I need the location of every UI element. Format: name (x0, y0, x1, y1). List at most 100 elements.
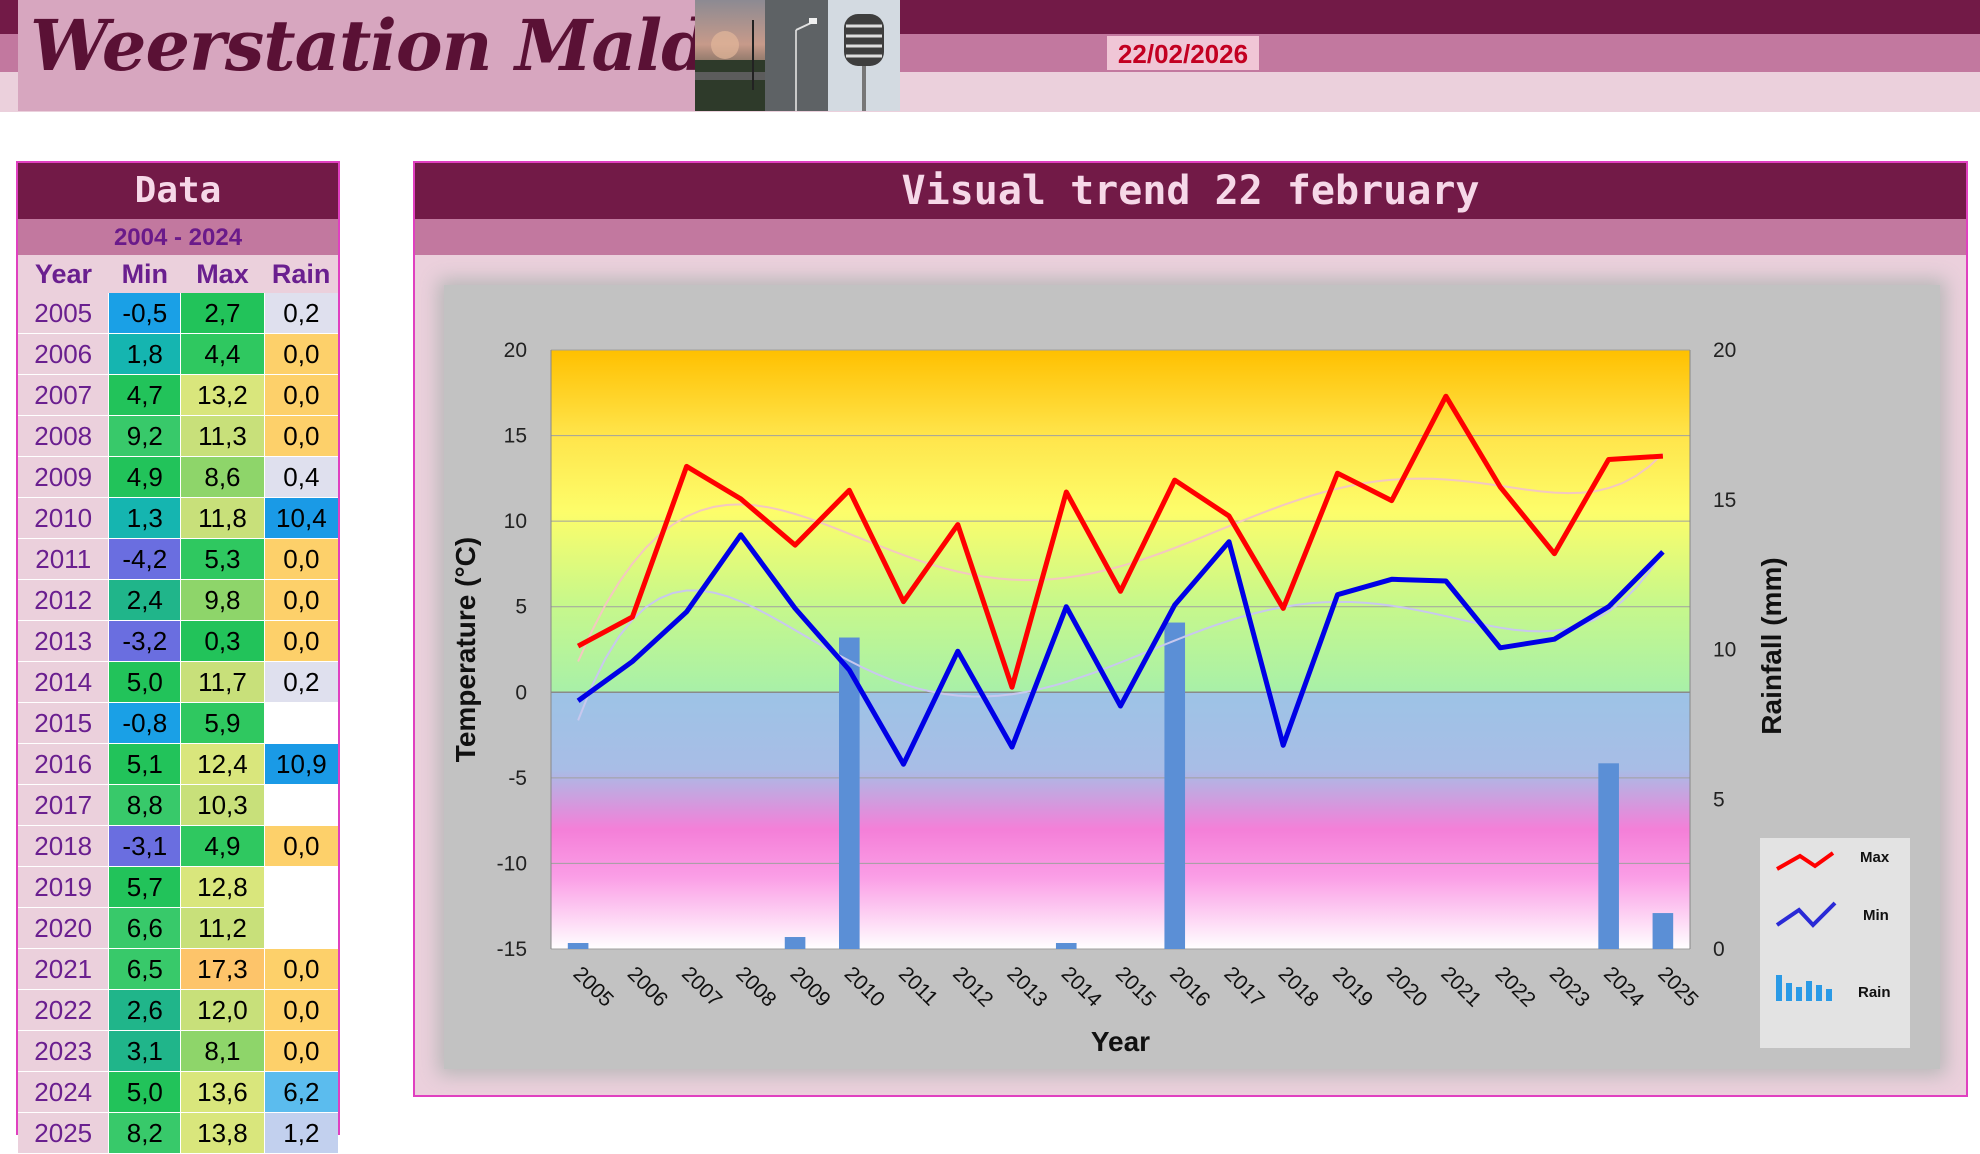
cell-max: 11,8 (180, 497, 265, 539)
cell-rain (263, 907, 338, 949)
legend-rain-swatch (1776, 975, 1832, 1001)
legend-rain-swatch-bar (1826, 989, 1832, 1001)
trendline-max (577, 452, 1664, 662)
x-tick-label: 2018 (1274, 962, 1323, 1011)
x-tick-label: 2009 (786, 962, 835, 1011)
y2-tick-label: 0 (1713, 938, 1725, 961)
cell-rain: 10,9 (263, 743, 338, 785)
cell-min: 5,1 (108, 743, 181, 785)
x-tick-label: 2021 (1436, 962, 1485, 1011)
y-tick-label: 0 (515, 681, 527, 704)
cell-max: 9,8 (180, 579, 265, 621)
legend-rain-swatch-bar (1816, 985, 1822, 1001)
table-row: 2009 4,9 8,6 0,4 (18, 456, 338, 498)
table-row: 2007 4,7 13,2 0,0 (18, 374, 338, 416)
x-tick-label: 2017 (1219, 962, 1268, 1011)
cell-rain: 0,0 (263, 538, 338, 580)
cell-max: 8,1 (180, 1030, 265, 1072)
table-row: 2020 6,6 11,2 (18, 907, 338, 949)
x-tick-label: 2007 (677, 962, 726, 1011)
cell-min: 5,7 (108, 866, 181, 908)
cell-max: 13,6 (180, 1071, 265, 1113)
table-row: 2006 1,8 4,4 0,0 (18, 333, 338, 375)
y-tick-label: -10 (497, 852, 527, 875)
table-row: 2024 5,0 13,6 6,2 (18, 1071, 338, 1113)
cell-rain: 6,2 (263, 1071, 338, 1113)
cell-year: 2020 (18, 907, 109, 949)
rain-bar (1055, 943, 1077, 949)
table-row: 2021 6,5 17,3 0,0 (18, 948, 338, 990)
table-row: 2014 5,0 11,7 0,2 (18, 661, 338, 703)
x-tick-label: 2016 (1165, 962, 1214, 1011)
cell-max: 4,9 (180, 825, 265, 867)
y-tick-label: 5 (515, 596, 527, 619)
cell-year: 2006 (18, 333, 109, 375)
cell-min: 9,2 (108, 415, 181, 457)
table-row: 2012 2,4 9,8 0,0 (18, 579, 338, 621)
cell-min: 2,6 (108, 989, 181, 1031)
table-row: 2005 -0,5 2,7 0,2 (18, 293, 338, 334)
cell-max: 0,3 (180, 620, 265, 662)
cell-year: 2022 (18, 989, 109, 1031)
cell-rain: 0,0 (263, 579, 338, 621)
y2-tick-label: 10 (1713, 639, 1736, 662)
site-title-box (18, 0, 695, 111)
table-row: 2018 -3,1 4,9 0,0 (18, 825, 338, 867)
cell-year: 2009 (18, 456, 109, 498)
table-row: 2022 2,6 12,0 0,0 (18, 989, 338, 1031)
rain-bar (784, 937, 806, 949)
cell-year: 2007 (18, 374, 109, 416)
cell-max: 11,7 (180, 661, 265, 703)
x-tick-label: 2022 (1491, 962, 1540, 1011)
cell-max: 5,9 (180, 702, 265, 744)
table-row: 2025 8,2 13,8 1,2 (18, 1112, 338, 1154)
x-tick-label: 2011 (894, 962, 942, 1010)
data-range-label: 2004 - 2024 (18, 219, 338, 255)
cell-min: 1,8 (108, 333, 181, 375)
cell-year: 2019 (18, 866, 109, 908)
cell-max: 5,3 (180, 538, 265, 580)
cell-max: 2,7 (180, 293, 265, 334)
cell-year: 2005 (18, 293, 109, 334)
x-tick-label: 2025 (1653, 962, 1702, 1011)
header-band-left (0, 0, 18, 34)
table-row: 2010 1,3 11,8 10,4 (18, 497, 338, 539)
cell-max: 12,0 (180, 989, 265, 1031)
rain-bar (1652, 913, 1674, 949)
y2-axis-title: Rainfall (mm) (1756, 557, 1787, 734)
cell-year: 2012 (18, 579, 109, 621)
cell-rain: 0,0 (263, 825, 338, 867)
legend-max-label: Max (1860, 849, 1890, 866)
chart-panel: Visual trend 22 february 20 15 10 5 0 -5 -10 -1… (413, 161, 1968, 1097)
legend-rain-swatch-bar (1806, 981, 1812, 1001)
cell-min: 6,6 (108, 907, 181, 949)
cell-max: 17,3 (180, 948, 265, 990)
table-row: 2023 3,1 8,1 0,0 (18, 1030, 338, 1072)
cell-year: 2016 (18, 743, 109, 785)
cell-min: 4,9 (108, 456, 181, 498)
x-tick-label: 2020 (1382, 962, 1431, 1011)
x-tick-label: 2005 (569, 962, 618, 1011)
legend-rain-label: Rain (1858, 984, 1891, 1001)
chart-panel-title: Visual trend 22 february (415, 163, 1966, 219)
cell-min: -0,5 (108, 293, 181, 334)
cell-year: 2015 (18, 702, 109, 744)
table-row: 2011 -4,2 5,3 0,0 (18, 538, 338, 580)
cell-min: 3,1 (108, 1030, 181, 1072)
data-panel: Data 2004 - 2024 Year Min Max Rain 2005-… (16, 161, 340, 1154)
station-photo-mast (765, 0, 828, 111)
legend-rain-swatch-bar (1786, 983, 1792, 1001)
y-tick-label: 15 (504, 425, 527, 448)
x-tick-label: 2006 (623, 962, 672, 1011)
cell-max: 10,3 (180, 784, 265, 826)
cell-min: 8,2 (108, 1112, 181, 1154)
table-row: 2019 5,7 12,8 (18, 866, 338, 908)
legend-min-label: Min (1863, 907, 1889, 924)
cell-year: 2017 (18, 784, 109, 826)
x-tick-label: 2014 (1057, 962, 1107, 1012)
table-row: 2015 -0,8 5,9 (18, 702, 338, 744)
x-tick-label: 2008 (731, 962, 780, 1011)
cell-rain (263, 866, 338, 908)
cell-min: -0,8 (108, 702, 181, 744)
station-photo-screen (828, 0, 900, 111)
